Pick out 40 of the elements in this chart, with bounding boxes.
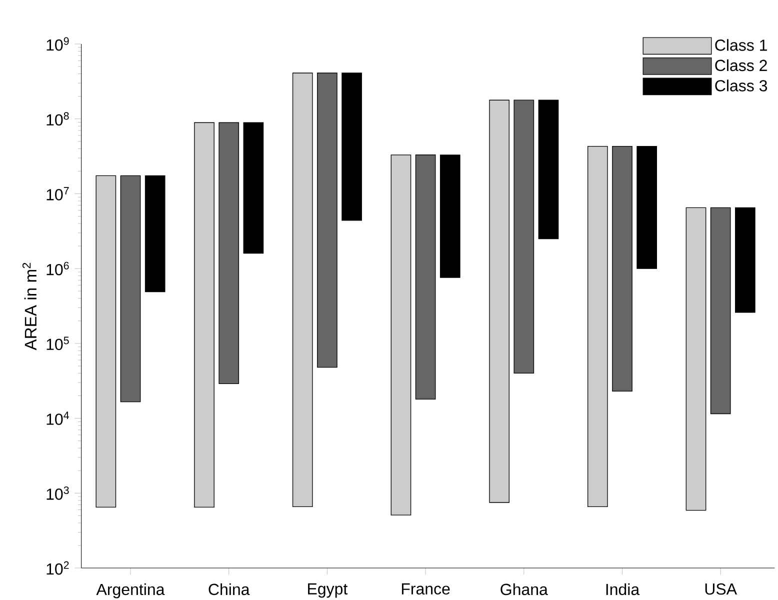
legend-label: Class 3: [715, 80, 768, 92]
bar: [96, 175, 116, 508]
bar: [735, 207, 756, 313]
bar: [390, 154, 412, 516]
bar: [120, 175, 141, 402]
bar: [342, 72, 362, 221]
bar: [514, 100, 534, 374]
y-tick-label: 10$^{2}$: [46, 561, 69, 575]
x-tick-label: China: [208, 583, 250, 596]
y-tick-label: 10$^{6}$: [46, 262, 69, 276]
bar: [538, 100, 559, 240]
bar: [440, 154, 460, 278]
x-tick-label: USA: [705, 583, 738, 595]
x-tick-label: Argentina: [96, 583, 165, 598]
bar: [686, 207, 706, 511]
y-tick-label: 10$^{8}$: [46, 112, 69, 126]
legend-label: Class 1: [715, 39, 767, 51]
y-tick-label: 10$^{3}$: [46, 486, 69, 500]
x-tick-label: India: [606, 583, 640, 596]
bar: [587, 146, 608, 507]
bar: [218, 122, 240, 384]
y-tick-label: 10$^{5}$: [46, 336, 69, 350]
bar: [612, 146, 632, 392]
bar: [243, 122, 264, 254]
bar: [317, 72, 338, 368]
x-tick-label: Egypt: [308, 583, 348, 598]
bar: [194, 122, 214, 508]
y-axis-title: AREA in m$^{2}$: [22, 262, 36, 350]
bar: [415, 154, 436, 400]
bar: [489, 100, 510, 503]
y-tick-label: 10$^{7}$: [46, 187, 69, 200]
y-tick-label: 10$^{4}$: [46, 412, 69, 425]
x-tick-label: France: [402, 583, 450, 595]
bar: [144, 175, 166, 292]
bar: [710, 207, 731, 414]
bar: [292, 72, 313, 507]
legend-label: Class 2: [715, 59, 767, 72]
y-tick-label: 10$^{9}$: [46, 37, 69, 51]
bar: [636, 146, 657, 269]
x-tick-label: Ghana: [500, 583, 548, 596]
